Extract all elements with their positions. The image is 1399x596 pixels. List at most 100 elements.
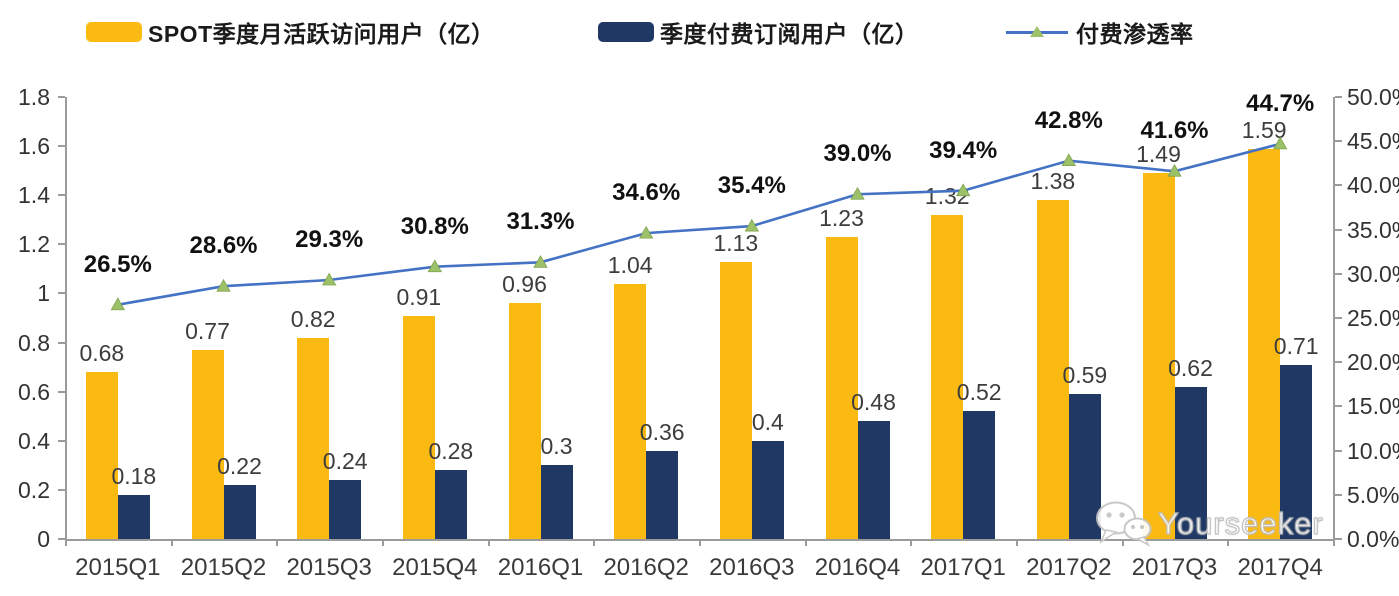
- subscribers-bar: [329, 480, 362, 539]
- penetration-rate-label: 31.3%: [506, 208, 575, 236]
- right-axis-line: [1333, 97, 1335, 539]
- subscribers-bar: [646, 450, 679, 539]
- subscribers-bar: [1280, 364, 1313, 539]
- left-axis-tick-label: 1.6: [18, 133, 50, 160]
- mau-bar: [297, 337, 330, 539]
- x-axis-label: 2016Q2: [603, 554, 689, 581]
- left-axis-tick: [58, 96, 65, 98]
- x-axis-label: 2015Q2: [180, 554, 267, 581]
- x-axis-tick: [65, 539, 67, 546]
- right-axis-tick: [1335, 493, 1342, 496]
- right-axis-tick-label: 30.0%: [1347, 260, 1399, 287]
- left-axis-tick-label: 1.2: [18, 231, 50, 258]
- mau-value-label: 1.23: [819, 204, 864, 231]
- penetration-rate-label: 30.8%: [400, 212, 469, 240]
- mau-bar: [825, 236, 858, 539]
- subscribers-bar-swatch-icon: [598, 22, 654, 42]
- x-axis-tick: [170, 539, 173, 546]
- penetration-rate-label: 26.5%: [83, 250, 152, 278]
- left-axis-line: [65, 97, 67, 539]
- left-axis-tick-label: 0.2: [18, 476, 50, 503]
- left-axis-tick-label: 1: [37, 280, 50, 307]
- subscribers-bar: [857, 421, 890, 539]
- legend-label-penetration: 付费渗透率: [1076, 21, 1194, 47]
- right-axis-tick-label: 20.0%: [1347, 349, 1399, 376]
- mau-value-label: 0.91: [396, 283, 442, 310]
- x-axis-tick: [910, 539, 913, 546]
- mau-bar: [931, 214, 964, 539]
- x-axis-tick: [276, 539, 279, 546]
- penetration-rate-label: 35.4%: [717, 172, 786, 200]
- right-axis-tick: [1335, 405, 1342, 408]
- right-axis-tick-label: 50.0%: [1347, 84, 1399, 110]
- mau-bar-swatch-icon: [86, 22, 142, 42]
- left-axis-tick-label: 0: [37, 526, 50, 552]
- mau-value-label: 1.59: [1241, 116, 1287, 143]
- right-axis-tick-label: 0.0%: [1347, 526, 1399, 552]
- triangle-marker-icon: [321, 272, 337, 286]
- subscribers-value-label: 0.4: [751, 408, 784, 435]
- x-axis-tick: [1121, 539, 1124, 546]
- left-axis-tick: [58, 439, 65, 442]
- left-axis-tick: [58, 145, 65, 148]
- subscribers-bar: [1068, 394, 1101, 539]
- subscribers-value-label: 0.52: [956, 379, 1002, 406]
- legend-label-mau: SPOT季度月活跃访问用户（亿）: [148, 21, 495, 47]
- triangle-marker-icon: [638, 225, 654, 239]
- x-axis-tick: [382, 539, 384, 546]
- right-axis-tick-label: 5.0%: [1347, 481, 1399, 508]
- mau-bar: [719, 261, 752, 539]
- left-axis-tick-label: 0.8: [18, 329, 50, 356]
- subscribers-bar: [963, 411, 996, 539]
- subscribers-bar: [434, 470, 467, 539]
- x-axis-tick: [487, 539, 490, 546]
- mau-bar: [402, 315, 435, 539]
- mau-bar: [614, 283, 647, 539]
- right-axis-tick: [1335, 449, 1342, 452]
- left-axis-tick: [58, 194, 65, 197]
- right-axis-tick-label: 35.0%: [1347, 216, 1399, 243]
- right-axis-tick: [1335, 96, 1342, 98]
- subscribers-value-label: 0.62: [1168, 354, 1213, 381]
- subscribers-bar: [223, 484, 256, 539]
- left-axis-tick-label: 0.4: [18, 427, 50, 454]
- triangle-marker-icon: [1030, 25, 1044, 37]
- left-axis-tick: [58, 341, 65, 344]
- left-axis-tick: [58, 292, 65, 295]
- left-axis-tick: [58, 243, 65, 246]
- legend-item-subscribers: 季度付费订阅用户（亿）: [598, 18, 919, 47]
- subscribers-bar: [117, 494, 150, 539]
- x-axis-label: 2015Q4: [392, 554, 478, 581]
- subscribers-value-label: 0.28: [428, 438, 474, 465]
- right-axis-tick-label: 10.0%: [1347, 437, 1399, 464]
- penetration-line-swatch-icon: [1006, 25, 1068, 37]
- right-axis-tick: [1335, 228, 1342, 231]
- mau-value-label: 0.82: [290, 305, 336, 332]
- mau-value-label: 0.68: [79, 340, 125, 367]
- triangle-marker-icon: [1061, 153, 1077, 167]
- subscribers-value-label: 0.24: [322, 448, 368, 475]
- legend-item-mau: SPOT季度月活跃访问用户（亿）: [86, 18, 495, 47]
- left-axis-tick-label: 1.8: [18, 84, 50, 110]
- subscribers-value-label: 0.59: [1062, 362, 1108, 389]
- x-axis-label: 2017Q1: [920, 554, 1006, 581]
- mau-value-label: 1.32: [924, 182, 970, 209]
- triangle-marker-icon: [110, 297, 126, 311]
- mau-value-label: 1.38: [1030, 168, 1076, 195]
- subscribers-value-label: 0.36: [639, 418, 685, 445]
- subscribers-value-label: 0.71: [1273, 332, 1319, 359]
- mau-bar: [508, 303, 541, 539]
- left-axis-tick-label: 1.4: [18, 182, 50, 209]
- subscribers-bar: [540, 465, 573, 539]
- left-axis-tick: [58, 390, 65, 393]
- subscribers-value-label: 0.3: [540, 433, 573, 460]
- mau-bar: [191, 349, 224, 539]
- mau-value-label: 0.77: [185, 317, 230, 344]
- x-axis-tick: [1333, 539, 1335, 546]
- penetration-rate-label: 28.6%: [189, 232, 258, 260]
- right-axis-tick: [1335, 140, 1342, 143]
- x-axis-label: 2017Q4: [1237, 554, 1323, 581]
- x-axis-label: 2015Q3: [286, 554, 372, 581]
- right-axis-tick: [1335, 538, 1342, 540]
